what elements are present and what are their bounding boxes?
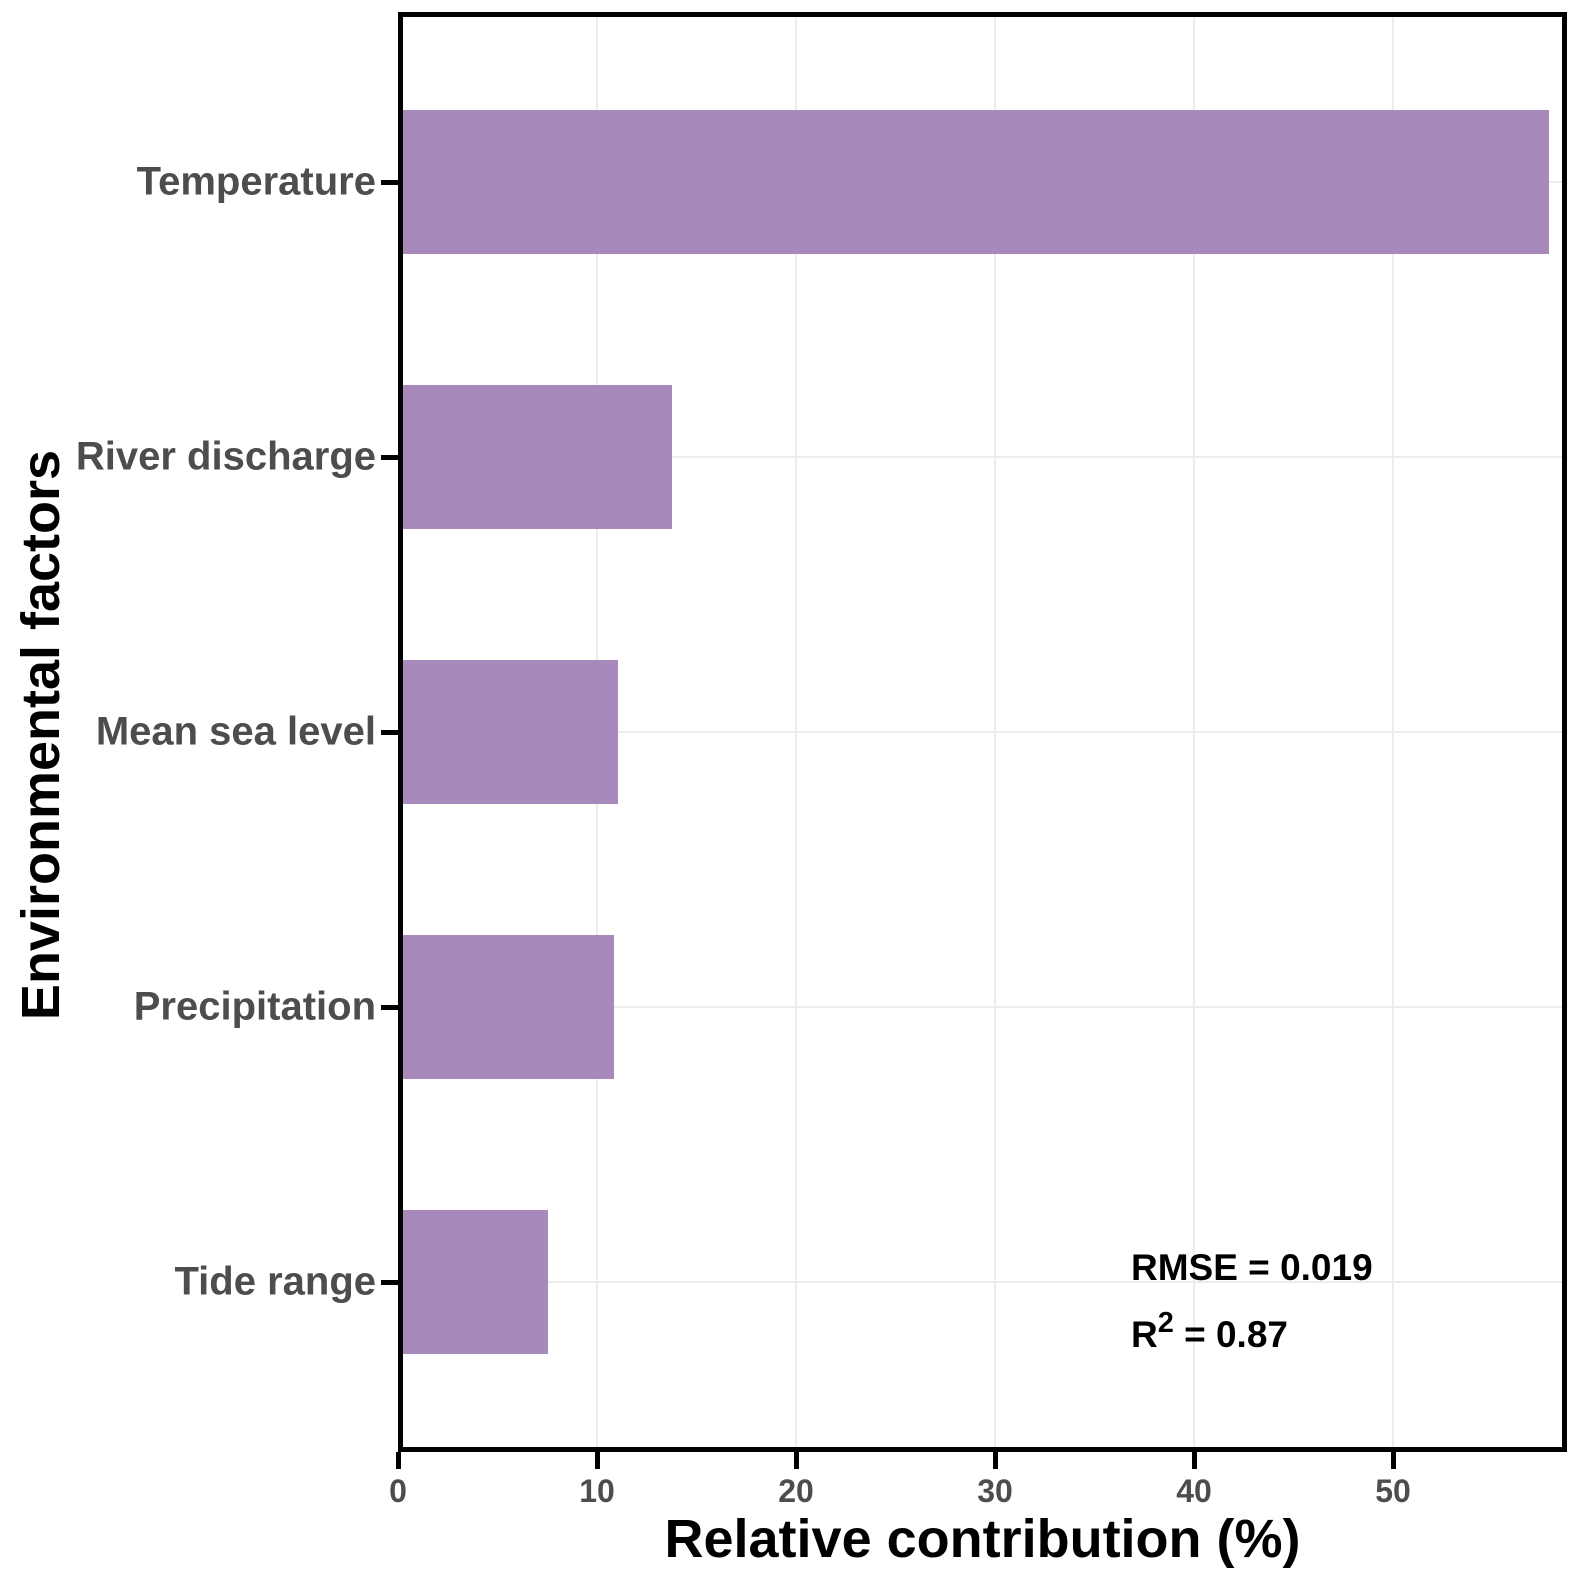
x-tick-label-10: 10 xyxy=(579,1473,615,1509)
gridline-y-4 xyxy=(403,1281,1562,1283)
y-category-label: River discharge xyxy=(75,434,376,479)
x-tick-0 xyxy=(395,1452,401,1469)
x-axis-title: Relative contribution (%) xyxy=(664,1509,1301,1569)
x-tick-label-50: 50 xyxy=(1375,1473,1411,1509)
model-stats-annotation: RMSE = 0.019 R2 = 0.87 xyxy=(1131,1235,1373,1368)
y-category-label: Tide range xyxy=(174,1259,376,1304)
x-tick-label-0: 0 xyxy=(389,1473,407,1509)
y-category-label: Precipitation xyxy=(133,984,376,1029)
x-tick-label-40: 40 xyxy=(1176,1473,1212,1509)
x-tick-20 xyxy=(793,1452,799,1469)
bar-river-discharge xyxy=(403,385,672,529)
gridline-y-3 xyxy=(403,1006,1562,1008)
bar-mean-sea-level xyxy=(403,660,618,804)
y-category-label: Temperature xyxy=(136,159,376,204)
y-tick-3 xyxy=(381,1004,398,1010)
x-tick-50 xyxy=(1390,1452,1396,1469)
x-tick-10 xyxy=(594,1452,600,1469)
bar-temperature xyxy=(403,110,1550,254)
x-tick-40 xyxy=(1191,1452,1197,1469)
rmse-text: RMSE = 0.019 xyxy=(1131,1247,1373,1288)
y-axis-title-text: Environmental factors xyxy=(11,449,72,1021)
x-tick-label-30: 30 xyxy=(977,1473,1013,1509)
bar-tide-range xyxy=(403,1210,549,1354)
bar-precipitation xyxy=(403,935,614,1079)
gridline-y-1 xyxy=(403,456,1562,458)
y-axis-title: Environmental factors xyxy=(11,365,72,1105)
y-category-label: Mean sea level xyxy=(95,709,376,754)
x-tick-30 xyxy=(992,1452,998,1469)
y-tick-2 xyxy=(381,729,398,735)
gridline-y-2 xyxy=(403,731,1562,733)
y-tick-4 xyxy=(381,1279,398,1285)
r2-text: R2 = 0.87 xyxy=(1131,1306,1288,1355)
x-tick-label-20: 20 xyxy=(778,1473,814,1509)
plot-panel: RMSE = 0.019 R2 = 0.87 xyxy=(398,12,1567,1452)
y-tick-1 xyxy=(381,454,398,460)
y-tick-0 xyxy=(381,179,398,185)
